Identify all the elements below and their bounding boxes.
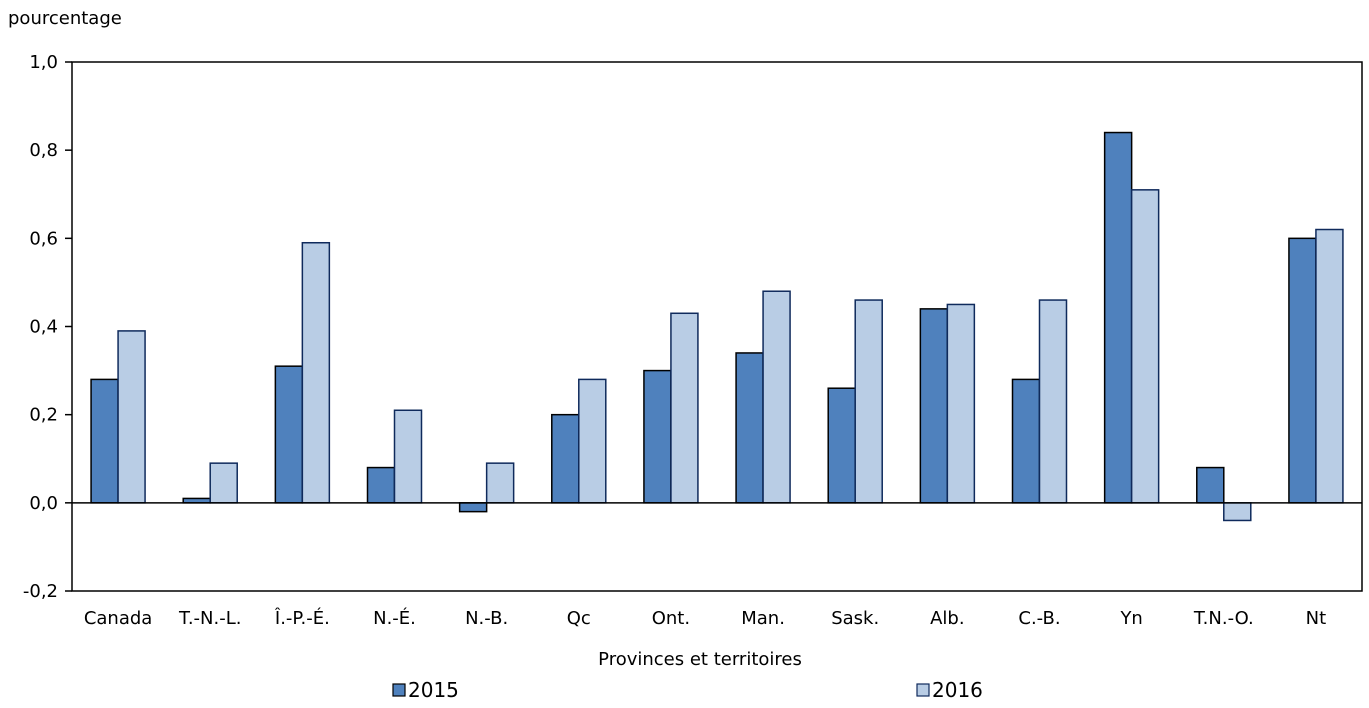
bar-2015-13 [1196,466,1225,504]
x-tick-label: Man. [741,608,785,629]
x-tick-label: Yn [1119,608,1142,629]
y-tick-label: 0,4 [29,317,58,338]
bar-2016-4 [393,409,423,504]
bar-2016-11 [1038,299,1068,504]
x-tick-label: C.-B. [1018,608,1060,629]
bar-2015-6 [551,413,580,504]
x-tick-label: Ont. [652,608,690,629]
bar-2015-3 [274,365,304,504]
bar-2015-11 [1011,378,1041,504]
bar-2016-12 [1130,189,1160,504]
bar-2015-5 [458,502,488,513]
x-tick-label: Sask. [831,608,879,629]
bar-2016-3 [301,241,331,504]
legend-label-2016: 2016 [932,678,983,702]
bar-2015-9 [827,387,856,504]
y-tick-label: 0,8 [29,140,58,161]
x-tick-label: Qc [567,608,591,629]
bar-2016-6 [578,378,607,504]
x-axis-title: Provinces et territoires [598,649,802,670]
x-tick-label: N.-É. [373,607,416,629]
x-tick-label: Nt [1306,608,1327,629]
y-tick-label: 0,2 [29,405,58,426]
bar-2016-9 [854,299,883,504]
y-tick-label: 0,6 [29,228,58,249]
legend-swatch-2016 [916,683,930,697]
x-tick-label: T.-N.-L. [178,608,242,629]
bar-2016-7 [670,312,699,504]
x-tick-label: Alb. [930,608,964,629]
bar-2016-1 [117,330,146,504]
bar-2016-14 [1315,228,1344,504]
plot-frame [71,61,1363,592]
bar-2015-4 [366,466,396,504]
bar-2016-5 [485,462,515,504]
bar-2016-8 [762,290,791,504]
bar-2015-1 [90,378,119,504]
bar-2015-14 [1288,237,1317,504]
plot-area: -0,2 0,0 0,2 0,4 0,6 0,8 1,0 Canada T.-N.-L. Î.-P… [23,52,1363,629]
y-tick-label: 0,0 [29,493,58,514]
legend-swatch-2015 [392,683,406,697]
bar-2016-10 [946,303,976,504]
x-tick-label: T.N.-O. [1193,608,1254,629]
y-tick-label: 1,0 [29,52,58,73]
bar-2015-12 [1103,131,1133,504]
bar-2015-10 [919,308,949,504]
x-tick-label: Î.-P.-É. [274,607,330,629]
y-tick-label: -0,2 [23,581,58,602]
legend: 2015 2016 [392,678,983,702]
legend-label-2015: 2015 [408,678,459,702]
y-axis-title: pourcentage [8,8,122,29]
bar-2016-2 [209,462,238,504]
x-tick-label: N.-B. [465,608,508,629]
x-tick-label: Canada [84,608,153,629]
bar-2015-7 [643,369,672,504]
bar-2016-13 [1223,502,1252,522]
bar-2015-8 [735,352,764,504]
